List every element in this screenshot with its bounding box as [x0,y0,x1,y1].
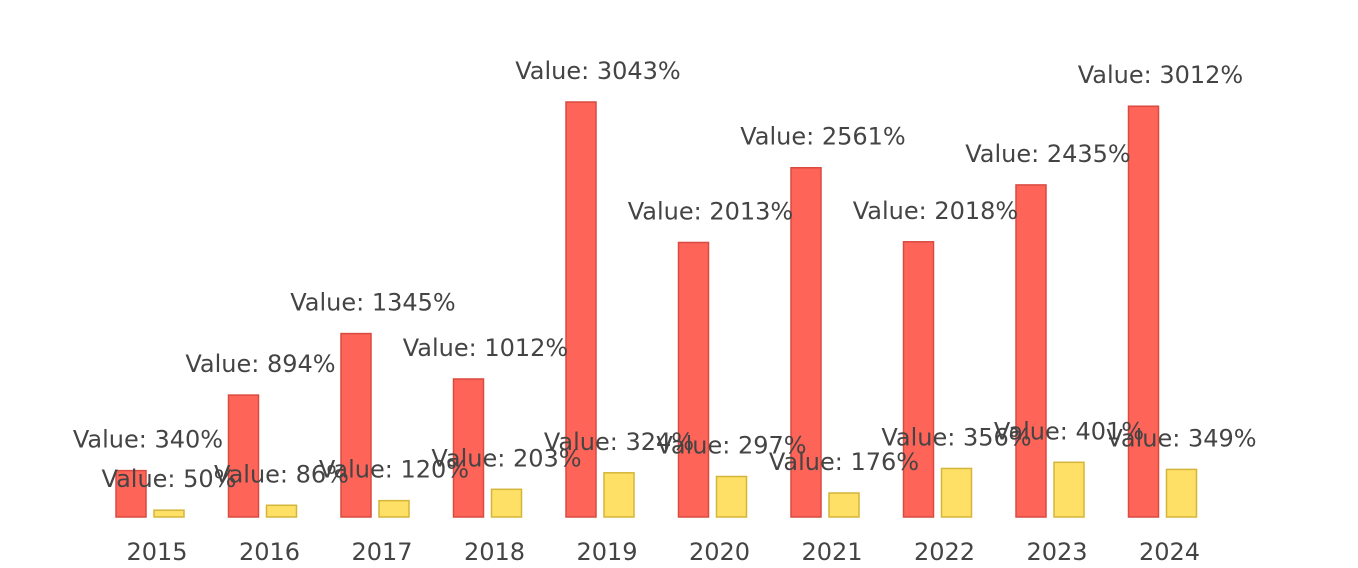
bar [1165,468,1198,518]
bar [153,509,185,518]
data-label: Value: 349% [1106,424,1256,452]
bar [1053,461,1085,518]
bar [790,166,822,518]
data-label: Value: 356% [881,423,1031,451]
data-label: Value: 203% [431,444,581,472]
data-label: Value: 2435% [965,140,1131,168]
data-label: Value: 894% [185,350,335,378]
data-label: Value: 2561% [740,123,906,151]
bar [565,101,597,518]
data-label: Value: 401% [994,417,1144,445]
x-tick-label: 2015 [126,538,187,566]
data-label: Value: 120% [319,456,469,484]
x-tick-label: 2018 [464,538,525,566]
bar [603,472,635,518]
x-tick-label: 2023 [1026,538,1087,566]
bar [227,394,260,518]
x-tick-label: 2017 [351,538,412,566]
data-label: Value: 324% [544,428,694,456]
data-label: Value: 2018% [853,197,1019,225]
data-label: Value: 1345% [290,289,456,317]
bar [265,504,298,518]
data-label: Value: 176% [769,448,919,476]
bar [115,469,147,518]
bar [378,499,410,518]
x-tick-label: 2024 [1139,538,1200,566]
data-label: Value: 86% [214,460,349,488]
bar [715,475,748,518]
data-label: Value: 297% [656,431,806,459]
data-label: Value: 50% [102,465,237,493]
data-label: Value: 340% [73,426,223,454]
x-tick-label: 2020 [689,538,750,566]
bar [1127,105,1160,518]
data-label: Value: 1012% [403,334,569,362]
bar [677,241,710,518]
bar [902,241,935,518]
data-label: Value: 3012% [1078,61,1244,89]
x-tick-label: 2019 [576,538,637,566]
bar [452,378,485,518]
bar [490,488,523,518]
x-tick-label: 2022 [914,538,975,566]
data-label: Value: 3043% [515,57,681,85]
bar [940,467,973,518]
bar [828,492,860,518]
x-tick-label: 2021 [801,538,862,566]
bar [1015,184,1047,518]
x-tick-label: 2016 [239,538,300,566]
bar [340,332,372,518]
data-label: Value: 2013% [628,197,794,225]
